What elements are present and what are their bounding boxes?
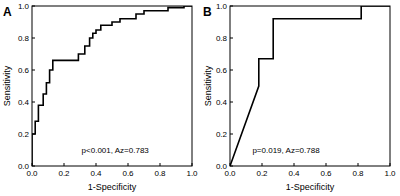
x-axis-label: 1-Specificity (88, 182, 137, 192)
y-tick-label: 0.2 (18, 130, 30, 139)
x-tick (192, 163, 193, 166)
x-tick-label: 1.0 (186, 169, 198, 178)
annotation: p=0.019, Az=0.788 (252, 146, 320, 155)
y-tick-label: 0.2 (216, 130, 228, 139)
plot-frame (32, 6, 192, 166)
data-group (32, 6, 192, 166)
y-tick (32, 70, 35, 71)
y-tick-label: 0.4 (18, 98, 30, 107)
y-tick (230, 102, 233, 103)
x-tick-label: 0.4 (288, 169, 300, 178)
y-tick-label: 0.8 (216, 34, 228, 43)
y-axis-label: Sensitivity (203, 65, 213, 106)
x-tick-label: 0.2 (256, 169, 268, 178)
x-tick (390, 163, 391, 166)
x-tick (64, 163, 65, 166)
plot-frame (230, 6, 390, 166)
data-group (230, 6, 390, 166)
y-tick-label: 0.4 (216, 98, 228, 107)
x-tick-label: 0.2 (58, 169, 70, 178)
x-tick-label: 1.0 (384, 169, 396, 178)
y-tick (230, 134, 233, 135)
y-tick (230, 70, 233, 71)
x-tick-label: 0.6 (320, 169, 332, 178)
annotation: p<0.001, Az=0.783 (82, 146, 150, 155)
y-tick-label: 1.0 (216, 2, 228, 11)
x-tick-label: 0.4 (90, 169, 102, 178)
y-tick-label: 0.0 (216, 162, 228, 171)
x-tick (128, 163, 129, 166)
x-tick (294, 163, 295, 166)
roc-curve (32, 6, 192, 166)
y-tick-label: 0.6 (216, 66, 228, 75)
y-tick (32, 102, 35, 103)
x-tick (326, 163, 327, 166)
y-tick-label: 0.8 (18, 34, 30, 43)
x-tick (262, 163, 263, 166)
y-tick (32, 38, 35, 39)
panel-letter: A (3, 5, 12, 19)
figure: 0.0 0.2 0.4 0.6 0.8 1.0 0.0 0.2 0.4 0.6 0.8 1.0 1-Sp… (0, 0, 400, 196)
x-axis-label: 1-Specificity (286, 182, 335, 192)
y-tick (32, 6, 35, 7)
x-tick (96, 163, 97, 166)
y-axis-label: Sensitivity (2, 65, 12, 106)
panel-letter: B (203, 5, 212, 19)
x-tick (160, 163, 161, 166)
roc-curve (230, 6, 390, 166)
panel: 0.00.20.40.60.81.00.00.20.40.60.81.01-Sp… (2, 2, 198, 192)
x-tick (358, 163, 359, 166)
y-tick-label: 1.0 (18, 2, 30, 11)
panel: 0.00.20.40.60.81.00.00.20.40.60.81.01-Sp… (203, 2, 396, 192)
x-tick-label: 0.8 (352, 169, 364, 178)
y-tick-label: 0.6 (18, 66, 30, 75)
x-tick-label: 0.6 (122, 169, 134, 178)
y-tick (230, 6, 233, 7)
x-tick-label: 0.8 (154, 169, 166, 178)
y-tick (230, 38, 233, 39)
y-tick-label: 0.0 (18, 162, 30, 171)
